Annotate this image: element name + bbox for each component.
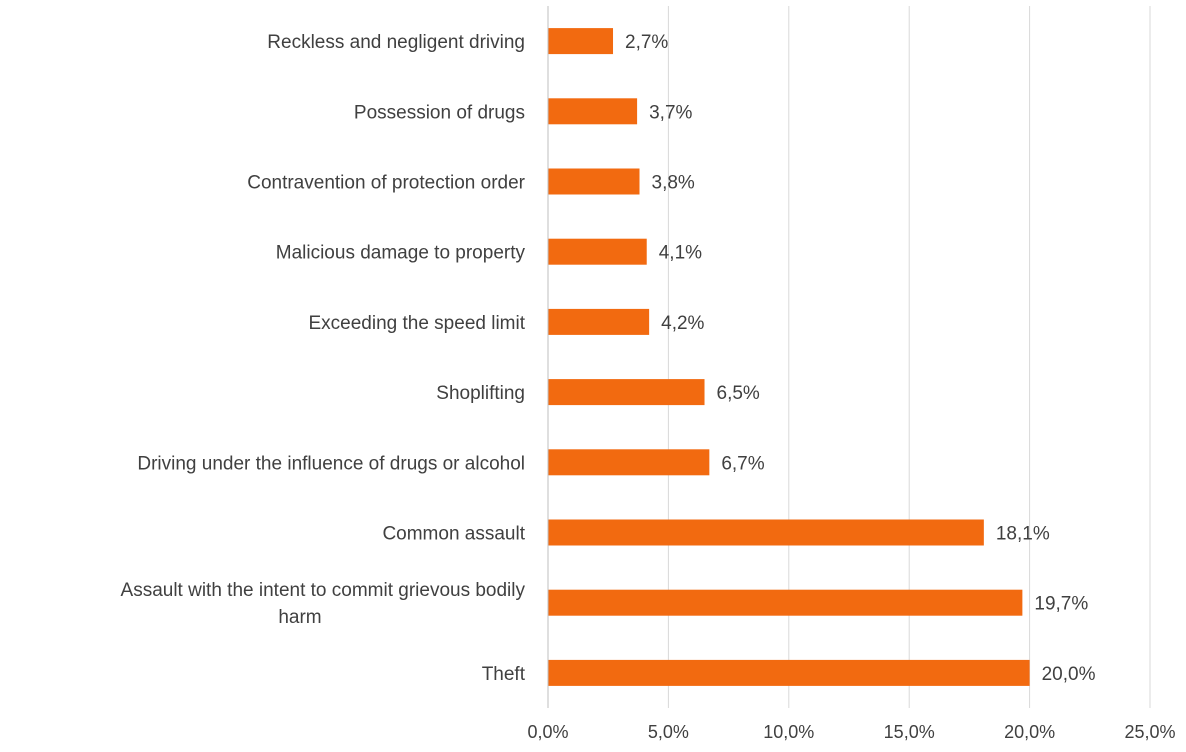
data-label: 20,0% [1042, 664, 1096, 685]
bar [548, 238, 647, 265]
data-label: 18,1% [996, 524, 1050, 545]
category-label: Contravention of protection order [247, 173, 525, 194]
bar [548, 308, 650, 335]
bar [548, 449, 710, 476]
category-label: Reckless and negligent driving [267, 32, 525, 53]
category-label-line: Exceeding the speed limit [308, 313, 525, 334]
category-label-line: Assault with the intent to commit grievo… [121, 580, 526, 601]
data-label: 3,8% [652, 173, 695, 194]
category-label-line: Contravention of protection order [247, 173, 525, 194]
category-label: Malicious damage to property [276, 243, 526, 264]
bar [548, 519, 984, 546]
bar [548, 28, 614, 55]
category-label: Shoplifting [436, 383, 525, 404]
category-label: Assault with the intent to commit grievo… [121, 580, 526, 628]
category-labels: Reckless and negligent driving Possession… [121, 32, 526, 685]
category-label: Driving under the influence of drugs or … [137, 453, 525, 474]
data-label: 19,7% [1034, 594, 1088, 615]
category-label-line: harm [278, 607, 321, 628]
x-tick-label: 15,0% [884, 722, 935, 742]
bar [548, 379, 705, 406]
data-label: 2,7% [625, 32, 668, 53]
data-labels: 2,7% 3,7% 3,8% 4,1% 4,2% 6,5% 6,7% 18,1% 19,7% 20… [625, 32, 1096, 685]
x-tick-label: 20,0% [1004, 722, 1055, 742]
category-label-line: Malicious damage to property [276, 243, 526, 264]
category-label-line: Reckless and negligent driving [267, 32, 525, 53]
x-tick-label: 0,0% [527, 722, 568, 742]
data-label: 6,5% [717, 383, 760, 404]
bar [548, 168, 640, 195]
bar [548, 589, 1023, 616]
bar [548, 659, 1030, 686]
category-label-line: Driving under the influence of drugs or … [137, 453, 525, 474]
data-label: 4,1% [659, 243, 702, 264]
category-label-line: Common assault [382, 524, 525, 545]
x-tick-label: 10,0% [763, 722, 814, 742]
x-tick-label: 5,0% [648, 722, 689, 742]
x-tick-labels: 0,0% 5,0% 10,0% 15,0% 20,0% 25,0% [527, 722, 1175, 742]
data-label: 4,2% [661, 313, 704, 334]
data-label: 3,7% [649, 102, 692, 123]
category-label: Theft [482, 664, 526, 685]
bar [548, 98, 638, 125]
category-label: Possession of drugs [354, 102, 525, 123]
x-tick-label: 25,0% [1124, 722, 1175, 742]
bars [548, 28, 1030, 686]
category-label: Common assault [382, 524, 525, 545]
category-label-line: Possession of drugs [354, 102, 525, 123]
category-label: Exceeding the speed limit [308, 313, 525, 334]
data-label: 6,7% [721, 453, 764, 474]
category-label-line: Theft [482, 664, 526, 685]
category-label-line: Shoplifting [436, 383, 525, 404]
